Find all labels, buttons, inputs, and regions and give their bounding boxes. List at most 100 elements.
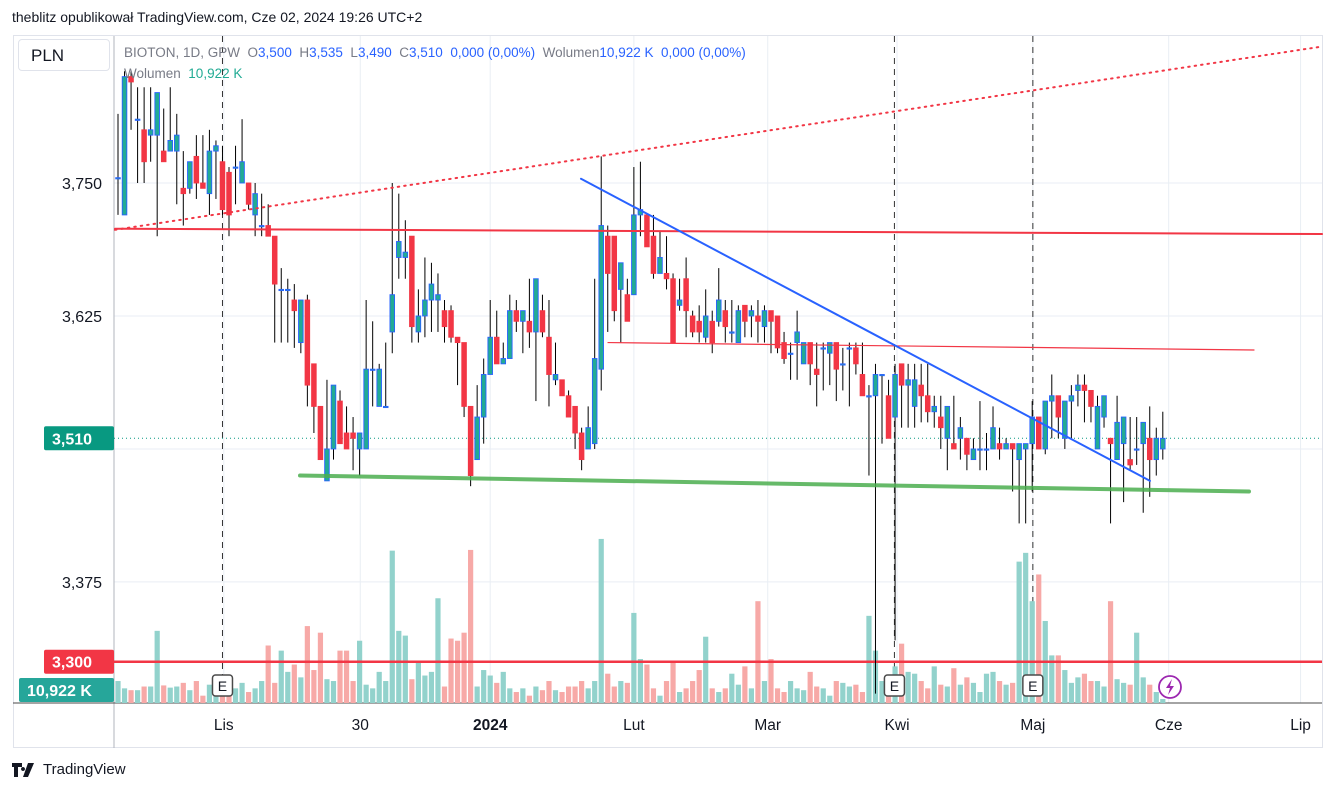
candle: [846, 342, 853, 407]
candle-body: [252, 193, 258, 216]
candle-body: [1133, 448, 1140, 451]
candle-body: [1120, 416, 1127, 445]
volume-bar: [481, 670, 487, 703]
volume-bar: [572, 686, 578, 703]
candle: [565, 390, 572, 418]
volume-bar: [899, 643, 905, 703]
volume-indicator-value: 10,922 K: [188, 66, 243, 81]
volume-bar: [761, 681, 768, 703]
candle-body: [879, 374, 885, 377]
volume-bar: [866, 615, 872, 703]
candle-body: [872, 374, 879, 397]
volume-bar: [938, 684, 944, 703]
volume-bar: [239, 682, 245, 703]
volume-bar: [1107, 601, 1114, 703]
volume-bar: [232, 688, 239, 703]
candle-body: [1062, 400, 1068, 439]
candle: [951, 395, 957, 450]
candle-body: [951, 443, 957, 450]
candle: [115, 113, 121, 215]
volume-bar: [1160, 699, 1166, 703]
candle-body: [1140, 421, 1146, 445]
volume-legend[interactable]: Wolumen 10,922 K: [124, 66, 242, 81]
publication-info: theblitz opublikował TradingView.com, Cz…: [12, 9, 423, 25]
candle-body: [500, 358, 507, 365]
candle: [343, 406, 350, 450]
candle-body: [807, 342, 813, 365]
volume-bar: [748, 688, 755, 703]
time-axis-label: 30: [352, 717, 370, 734]
volume-bar: [396, 630, 402, 703]
volume-bar: [128, 690, 134, 703]
candle: [239, 119, 245, 184]
candle-body: [618, 262, 624, 290]
volume-bar: [1114, 679, 1120, 703]
candle-body: [546, 336, 552, 375]
candle: [520, 310, 526, 354]
candle: [428, 262, 435, 332]
volume-bar: [781, 692, 787, 703]
trendline-drawing: [298, 473, 1251, 494]
candle: [755, 300, 761, 343]
volume-bar: [246, 692, 252, 703]
volume-bar: [507, 688, 513, 703]
volume-bar: [676, 692, 683, 703]
candle-body: [1094, 405, 1101, 450]
volume-bar: [846, 686, 852, 703]
candle: [1029, 401, 1035, 492]
candle-body: [676, 299, 683, 306]
volume-bar: [637, 659, 643, 703]
candle: [572, 405, 578, 449]
candle: [134, 87, 141, 183]
candle-body: [324, 448, 330, 482]
lightning-icon: [1158, 675, 1182, 699]
candle: [781, 331, 787, 364]
candle-body: [1075, 384, 1081, 391]
candle: [1088, 389, 1094, 423]
volume-bar: [1055, 655, 1061, 703]
candle-body: [964, 437, 970, 455]
candle-body: [761, 310, 768, 328]
trendline-drawing: [114, 45, 1321, 231]
candle: [415, 289, 422, 343]
volume-bar: [964, 677, 970, 703]
price-axis-label: 3,375: [62, 575, 102, 592]
candle-body: [827, 342, 833, 354]
candle-body: [187, 161, 193, 189]
candle: [513, 300, 520, 332]
brand-name: TradingView: [43, 761, 126, 778]
candle-body: [363, 368, 369, 450]
candle-body: [709, 320, 715, 344]
volume-bar: [827, 695, 833, 703]
legend-symbol[interactable]: BIOTON, 1D, GPW: [124, 45, 241, 60]
earnings-marker-label: E: [1028, 678, 1037, 694]
candle: [853, 342, 859, 375]
candle-body: [115, 177, 121, 180]
candle-body: [598, 225, 604, 370]
candle-body: [258, 225, 265, 228]
candle: [1101, 395, 1107, 428]
price-axis-label: 3,625: [62, 309, 102, 326]
candle-body: [1101, 395, 1107, 418]
volume-bar: [435, 598, 441, 703]
candle-body: [938, 416, 944, 429]
candle: [1146, 406, 1153, 497]
candle-body: [729, 331, 735, 334]
candle: [872, 363, 879, 694]
volume-bar: [174, 686, 180, 703]
legend-volume-label: Wolumen: [542, 45, 600, 60]
candle-body: [239, 161, 245, 184]
volume-bar: [441, 686, 448, 703]
candle: [1068, 385, 1075, 439]
currency-button[interactable]: PLN: [18, 39, 110, 71]
time-axis-label: Kwi: [885, 717, 910, 734]
volume-bar: [428, 671, 435, 703]
volume-bar: [1088, 681, 1094, 703]
tradingview-logo[interactable]: TradingView: [12, 761, 126, 778]
candle-body: [787, 352, 794, 355]
volume-bar: [905, 671, 911, 703]
candle-body: [735, 310, 742, 344]
candle-body: [657, 257, 663, 274]
candle-body: [200, 182, 206, 189]
